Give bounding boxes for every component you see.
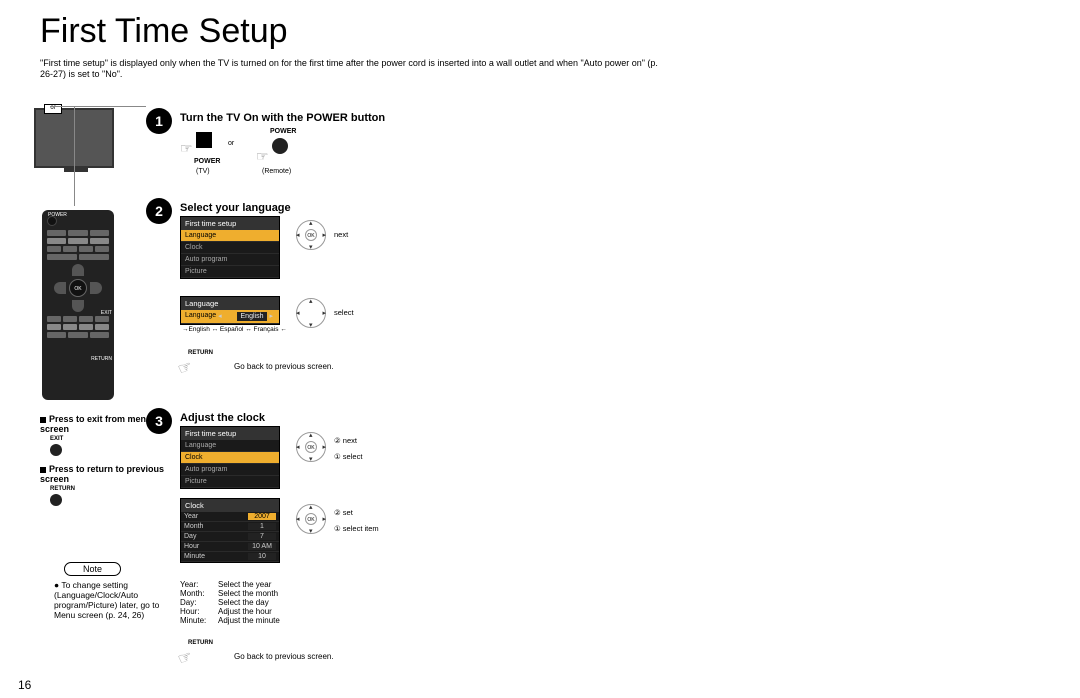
nav-pad-4: ▴▾ ◂▸ OK [296,504,326,534]
remote-ok-button: OK [69,279,87,297]
osd-clock-header: Clock [181,499,279,512]
power-label-2: POWER [270,128,296,135]
osd-language-row: Language◂English▸ [181,310,279,324]
page-number: 16 [18,678,31,692]
power-button-remote-icon [272,138,288,154]
left-notes: Press to exit from menu screen EXIT Pres… [40,414,170,620]
or-label: or [228,140,234,147]
nav-pad-2: ▴▾ ◂▸ [296,298,326,328]
desc-row: Hour:Adjust the hour [180,607,280,616]
hand-icon: ☞ [180,140,193,157]
remote-label: (Remote) [262,168,291,175]
hand-icon-2: ☞ [256,148,269,165]
nav-label-3b: ① select item [334,524,379,533]
return-tiny-1: RETURN [188,350,213,356]
osd-language: Language Language◂English▸ [180,296,280,325]
nav-pad-1: ▴▾ ◂▸ OK [296,220,326,250]
connector-line [50,106,146,107]
return-note-1: Go back to previous screen. [234,362,334,371]
page-title: First Time Setup [40,12,288,51]
clock-row: Year2007 [181,512,279,522]
nav-ok-2: OK [305,441,317,453]
osd-row-autoprogram-2: Auto program [181,464,279,476]
osd-clock: Clock Year2007Month1Day7Hour10 AMMinute1… [180,498,280,563]
hand-icon-return-2: ☞ [175,646,195,670]
exit-heading: Press to exit from menu screen [40,414,152,434]
desc-row: Month:Select the month [180,589,280,598]
clock-descriptions: Year:Select the yearMonth:Select the mon… [180,580,280,625]
return-label-left: RETURN [50,486,170,492]
step-3-title: Adjust the clock [180,412,265,424]
desc-row: Minute:Adjust the minute [180,616,280,625]
nav-label-2b: ① select [334,452,362,461]
clock-row: Hour10 AM [181,542,279,552]
osd-row-picture-2: Picture [181,476,279,488]
power-label-1: POWER [194,158,220,165]
nav-label-next: next [334,230,348,239]
step-1-title: Turn the TV On with the POWER button [180,112,385,124]
nav-ok-3: OK [305,513,317,525]
return-tiny-2: RETURN [188,640,213,646]
exit-label: EXIT [50,436,170,442]
osd-row-autoprogram: Auto program [181,254,279,266]
return-note-2: Go back to previous screen. [234,652,334,661]
step-3-circle: 3 [146,408,172,434]
tv-label: (TV) [196,168,210,175]
connector-line-v [74,106,75,206]
clock-row: Day7 [181,532,279,542]
osd-row-picture: Picture [181,266,279,278]
osd-header: First time setup [181,217,279,230]
osd-row-clock: Clock [181,242,279,254]
remote-power-label: POWER [48,212,67,218]
osd-row-language: Language [181,230,279,242]
power-button-tv-icon [196,132,212,148]
osd-row-clock-2: Clock [181,452,279,464]
nav-pad-3: ▴▾ ◂▸ OK [296,432,326,462]
remote-control-icon: POWER OK EXIT RETURN [42,210,114,400]
osd-first-time-setup-2: First time setup Language Clock Auto pro… [180,426,280,489]
osd-row-language-2: Language [181,440,279,452]
desc-row: Day:Select the day [180,598,280,607]
note-bullet: ● To change setting (Language/Clock/Auto… [54,580,170,620]
step-2-circle: 2 [146,198,172,224]
clock-row: Minute10 [181,552,279,562]
nav-ok: OK [305,229,317,241]
clock-row: Month1 [181,522,279,532]
step-1-circle: 1 [146,108,172,134]
remote-return-label: RETURN [91,356,112,362]
osd-language-header: Language [181,297,279,310]
remote-exit-label: EXIT [101,310,112,316]
desc-row: Year:Select the year [180,580,280,589]
intro-text: "First time setup" is displayed only whe… [40,58,660,80]
note-box: Note [64,562,121,576]
nav-label-select: select [334,308,354,317]
return-button-icon [50,494,62,506]
osd-header-2: First time setup [181,427,279,440]
nav-label-3a: ② set [334,508,353,517]
return-heading: Press to return to previous screen [40,464,164,484]
step-2-title: Select your language [180,202,291,214]
exit-button-icon [50,444,62,456]
hand-icon-return: ☞ [175,356,195,380]
osd-first-time-setup: First time setup Language Clock Auto pro… [180,216,280,279]
language-chain: →English ↔ Español ↔ Français ← [182,326,287,333]
nav-label-2a: ② next [334,436,357,445]
